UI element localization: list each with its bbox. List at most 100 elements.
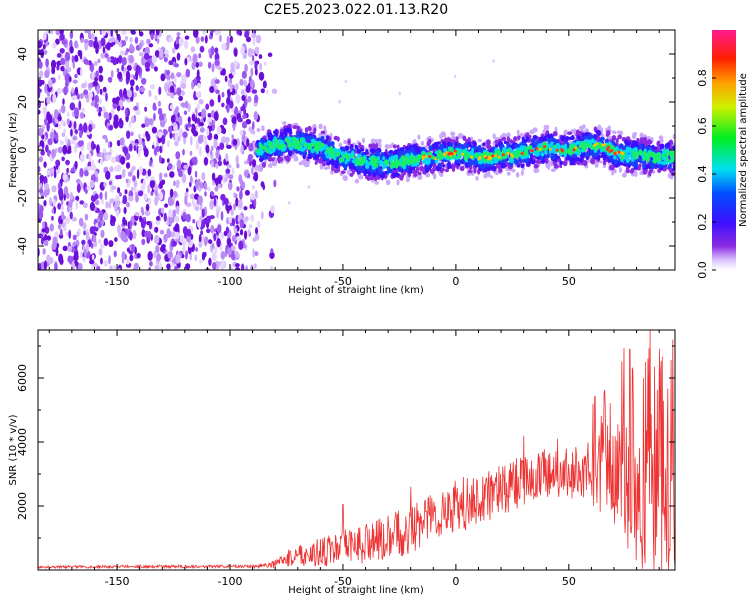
spectrogram-signal-mark [437,162,442,167]
spectrogram-signal-mark [319,153,324,158]
spectrogram-signal-mark [631,133,637,140]
spectrogram-noise-mark [214,59,220,66]
spectrogram-signal-mark [390,155,394,162]
spectrogram-signal-mark [326,165,331,170]
spectrogram-signal-mark [263,154,269,160]
spectrogram-noise-mark [212,262,217,270]
spectrogram-signal-mark [258,144,264,150]
spectrogram-noise-mark [210,30,215,33]
spectrogram-noise-mark [230,208,234,216]
spectrogram-noise-mark [249,60,255,66]
spectrogram-noise-mark [121,257,125,264]
spectrogram-signal-mark [262,161,266,168]
spectrogram-noise-mark [49,223,54,232]
spectrogram-noise-mark [236,30,241,35]
spectrogram-signal-mark [293,156,299,162]
spectrogram-signal-mark [573,128,577,135]
spectrogram-signal-mark [389,163,394,170]
spectrogram-noise-mark [160,207,165,214]
spectrogram-noise-mark [153,66,158,72]
spectrogram-noise-mark [104,190,108,201]
spectrogram-noise-mark [197,134,204,144]
spectrogram-noise-mark [163,233,168,243]
spectrogram-noise-mark [217,183,221,189]
spectrogram-signal-mark [638,143,644,150]
spectrogram-signal-mark [517,135,521,141]
spectrogram-noise-mark [68,229,72,239]
spectrogram-noise-mark [160,73,166,82]
spectrogram-noise-mark [59,218,63,225]
spectrogram-noise-mark [38,128,43,137]
spectrogram-noise-mark [176,31,181,37]
spectrogram-noise-mark [199,126,205,133]
spectrogram-noise-mark [216,224,222,234]
spectrogram-noise-mark [92,262,98,268]
spectrogram-signal-mark [552,161,558,166]
spectrogram-noise-mark [46,121,50,132]
spectrogram-noise-mark [82,202,88,209]
spectrogram-signal-mark [537,140,542,144]
spectrogram-signal-mark [650,163,656,170]
spectrogram-noise-mark [153,250,157,259]
spectrogram-noise-mark [168,216,173,226]
spectrogram-peak-mark [572,148,576,152]
spectrogram-peak-mark [574,146,578,150]
spectrogram-noise-mark [127,171,133,177]
spectrogram-noise-mark [118,117,123,125]
spectrogram-noise-mark [94,193,99,200]
spectrogram-noise-mark [50,59,57,70]
spectrogram-noise-mark [125,162,131,169]
spectrogram-signal-mark [447,163,452,169]
spectrogram-noise-mark [51,77,56,84]
spectrogram-noise-mark [214,186,219,192]
spectrogram-signal-mark [539,155,544,161]
spectrogram-noise-mark [247,229,251,236]
spectrogram-noise-mark [166,228,171,238]
spectrogram-signal-mark [338,142,343,148]
spectrogram-noise-mark [132,267,138,270]
spectrogram-noise-mark [114,237,118,242]
spectrogram-noise-mark [171,121,177,127]
spectrogram-noise-mark [260,181,265,188]
spectrogram-signal-mark [511,168,516,173]
spectrogram-signal-mark [269,162,273,169]
snr-frame [37,329,676,571]
spectrogram-noise-mark [214,163,219,169]
spectrogram-signal-mark [438,156,442,161]
spectrogram-noise-mark [82,255,86,263]
spectrogram-speck [453,74,457,79]
spectrogram-noise-mark [150,62,155,69]
spectrogram-noise-mark [79,93,84,100]
spectrogram-signal-mark [591,138,595,143]
spectrogram-signal-mark [367,170,372,177]
spectrogram-noise-mark [98,98,103,104]
spectrogram-noise-mark [135,109,141,116]
spectrogram-noise-mark [84,41,89,51]
spectrogram-signal-mark [521,163,525,167]
spectrogram-noise-mark [151,126,158,134]
spectrogram-noise-mark [183,110,188,115]
spectrogram-noise-mark [226,104,230,113]
spectrogram-signal-mark [607,136,613,140]
spectrogram-noise-mark [94,76,99,83]
spectrogram-signal-mark [423,157,428,164]
spectrogram-noise-mark [193,78,198,86]
spectrogram-signal-mark [347,138,351,145]
spectrogram-noise-mark [98,74,104,83]
spectrogram-signal-mark [277,156,281,163]
spectrogram-noise-mark [178,127,184,138]
spectrogram-noise-mark [79,111,85,119]
spectrogram-noise-mark [178,115,183,126]
spectrogram-signal-mark [648,151,652,156]
spectrogram-noise-mark [149,261,153,267]
spectrogram-noise-mark [260,88,265,94]
spectrogram-signal-mark [523,157,529,164]
spectrogram-noise-mark [110,30,113,37]
spectrogram-signal-mark [658,138,664,144]
spectrogram-noise-mark [90,140,95,151]
spectrogram-noise-mark [78,217,84,227]
spectrogram-noise-mark [247,47,253,58]
spectrogram-signal-mark [279,132,284,136]
spectrogram-noise-mark [38,156,44,163]
